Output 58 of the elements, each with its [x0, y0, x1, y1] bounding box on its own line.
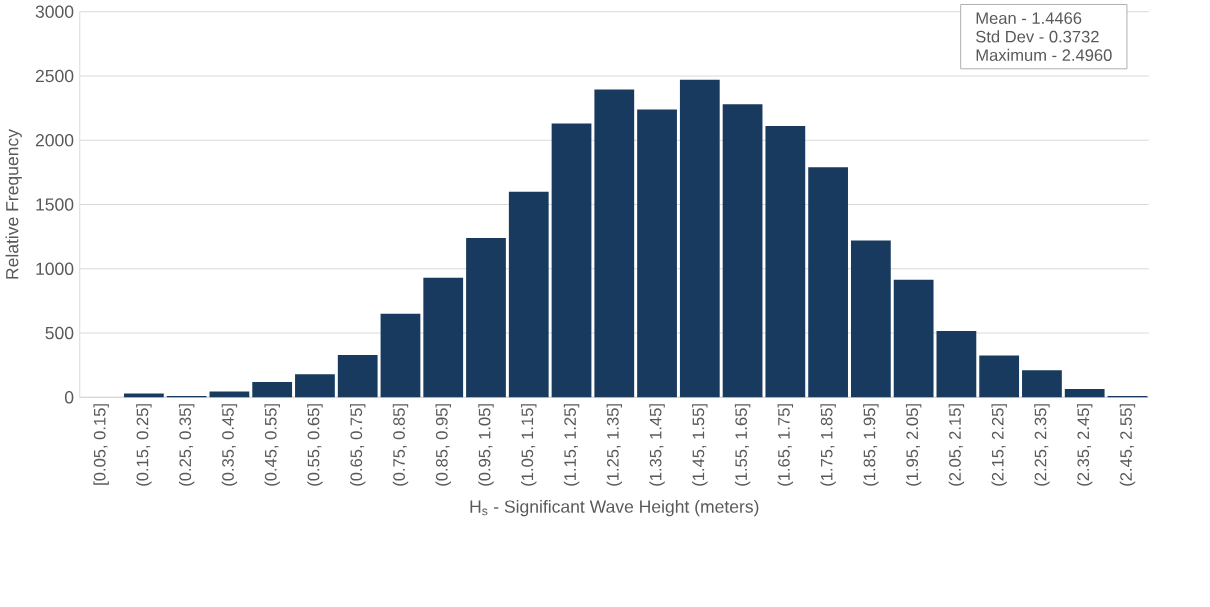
x-tick-label: [0.05, 0.15]	[93, 404, 109, 485]
bar	[1022, 370, 1062, 398]
x-tick-label: (1.45, 1.55]	[692, 404, 708, 486]
bar	[936, 331, 977, 398]
x-tick-label: (0.55, 0.65]	[307, 404, 323, 486]
bar	[337, 354, 378, 398]
bar	[594, 89, 635, 398]
y-tick-label: 1500	[36, 198, 74, 211]
x-tick-label: (0.25, 0.35]	[178, 404, 195, 486]
x-tick-label: (0.45, 0.55]	[264, 404, 280, 486]
y-tick-label: 2500	[35, 69, 74, 83]
x-tick-label: (1.05, 1.15]	[521, 404, 537, 486]
y-axis-title: Relative Frequency	[5, 129, 22, 279]
bar	[508, 191, 549, 398]
bar	[466, 238, 506, 398]
x-tick-label: (1.65, 1.75]	[777, 404, 794, 486]
bar	[765, 126, 806, 398]
y-tick-label: 500	[45, 326, 74, 340]
bar	[295, 374, 335, 398]
x-tick-label: (1.95, 2.05]	[905, 404, 922, 486]
annotation: Maximum - 2.4960	[976, 48, 1112, 62]
y-tick-label: 2000	[35, 134, 74, 147]
x-tick-label: (0.65, 0.75]	[349, 404, 366, 486]
x-tick-label: (0.35, 0.45]	[221, 404, 238, 486]
x-tick-label: (1.55, 1.65]	[734, 404, 751, 486]
bar	[637, 109, 677, 398]
annotation: Std Dev - 0.3732	[976, 30, 1099, 43]
x-axis-title: H$_{s}$ - Significant Wave Height (meters)	[470, 500, 759, 517]
x-tick-label: (1.85, 1.95]	[863, 404, 879, 486]
bar	[979, 355, 1020, 398]
bar	[551, 123, 592, 398]
x-tick-label: (0.95, 1.05]	[478, 404, 494, 486]
y-tick-label: 1000	[36, 262, 74, 276]
x-tick-label: (2.45, 2.55]	[1119, 404, 1136, 486]
y-tick-label: 0	[64, 391, 74, 404]
annotation: Mean - 1.4466	[976, 12, 1082, 25]
bar	[850, 240, 891, 398]
x-tick-label: (1.75, 1.85]	[820, 404, 836, 486]
x-tick-label: (1.35, 1.45]	[649, 404, 665, 486]
x-tick-label: (0.75, 0.85]	[392, 404, 409, 486]
x-tick-label: (1.15, 1.25]	[563, 404, 580, 486]
bar	[679, 79, 720, 398]
bar	[893, 279, 934, 398]
x-tick-label: (1.25, 1.35]	[606, 404, 622, 486]
x-tick-label: (2.25, 2.35]	[1034, 404, 1050, 486]
y-tick-label: 3000	[35, 5, 74, 19]
bar	[423, 277, 464, 398]
bar	[808, 167, 848, 398]
bar	[1064, 389, 1105, 398]
bar	[124, 393, 164, 398]
x-tick-label: (2.15, 2.25]	[991, 404, 1007, 486]
x-tick-label: (2.05, 2.15]	[948, 404, 965, 486]
bar	[252, 381, 293, 398]
x-tick-label: (0.15, 0.25]	[136, 404, 152, 486]
x-tick-label: (2.35, 2.45]	[1076, 404, 1093, 486]
x-tick-label: (0.85, 0.95]	[435, 404, 451, 486]
bar	[722, 104, 763, 398]
bar	[380, 313, 421, 398]
